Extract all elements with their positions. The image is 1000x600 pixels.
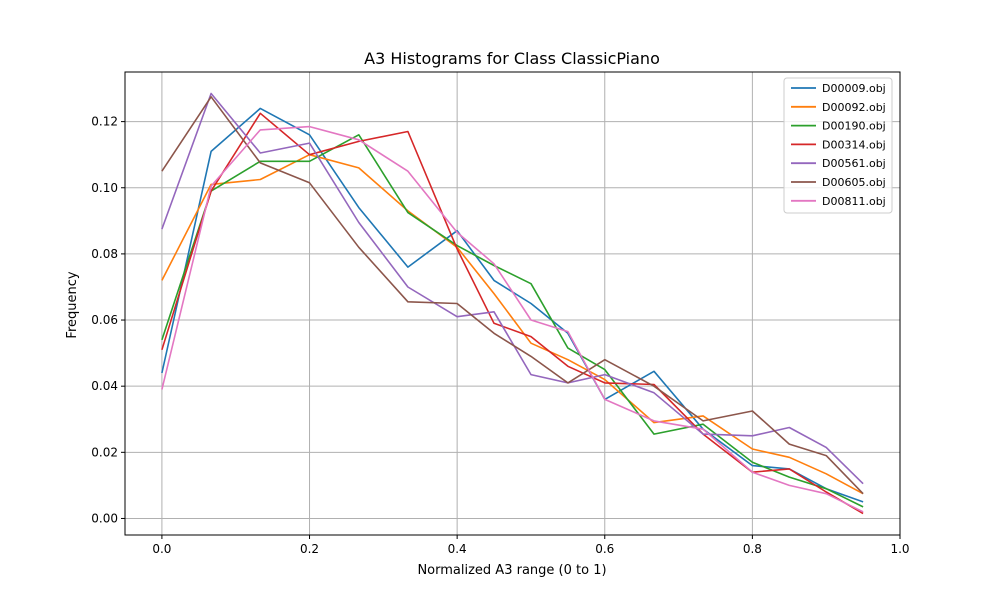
chart-title: A3 Histograms for Class ClassicPiano (364, 49, 660, 68)
y-tick-label: 0.04 (91, 379, 118, 393)
series-line-d00811 (161, 125, 864, 513)
legend-label: D00605.obj (822, 176, 886, 189)
series-line-d00092 (161, 153, 864, 495)
series-line-d00190 (161, 134, 864, 508)
legend-label: D00009.obj (822, 82, 886, 95)
series-line-d00314 (161, 112, 864, 515)
y-tick-label: 0.08 (91, 247, 118, 261)
x-tick-label: 1.0 (890, 542, 909, 556)
x-axis-label: Normalized A3 range (0 to 1) (417, 563, 606, 578)
x-axis-ticks: 0.0 0.2 0.4 0.6 0.8 1.0 (152, 535, 910, 556)
legend: D00009.obj D00092.obj D00190.obj D00314.obj… (783, 77, 893, 214)
legend-frame (783, 77, 893, 214)
x-tick-label: 0.2 (300, 542, 319, 556)
x-tick-label: 0.0 (152, 542, 171, 556)
series-lines (161, 92, 864, 515)
x-tick-label: 0.8 (743, 542, 762, 556)
y-axis-ticks: 0.00 0.02 0.04 0.06 0.08 0.10 0.12 (91, 115, 125, 525)
y-tick-label: 0.00 (91, 511, 118, 525)
legend-label: D00092.obj (822, 101, 886, 114)
legend-label: D00314.obj (822, 138, 886, 151)
y-tick-label: 0.12 (91, 115, 118, 129)
plot-frame (124, 71, 901, 536)
y-tick-label: 0.02 (91, 445, 118, 459)
y-axis-label: Frequency (65, 271, 80, 338)
y-tick-label: 0.10 (91, 181, 118, 195)
y-tick-label: 0.06 (91, 313, 118, 327)
legend-label: D00561.obj (822, 157, 886, 170)
legend-label: D00190.obj (822, 120, 886, 133)
x-tick-label: 0.6 (595, 542, 614, 556)
x-tick-label: 0.4 (448, 542, 467, 556)
legend-label: D00811.obj (822, 195, 886, 208)
series-line-d00561 (161, 92, 864, 485)
series-line-d00605 (161, 96, 864, 495)
